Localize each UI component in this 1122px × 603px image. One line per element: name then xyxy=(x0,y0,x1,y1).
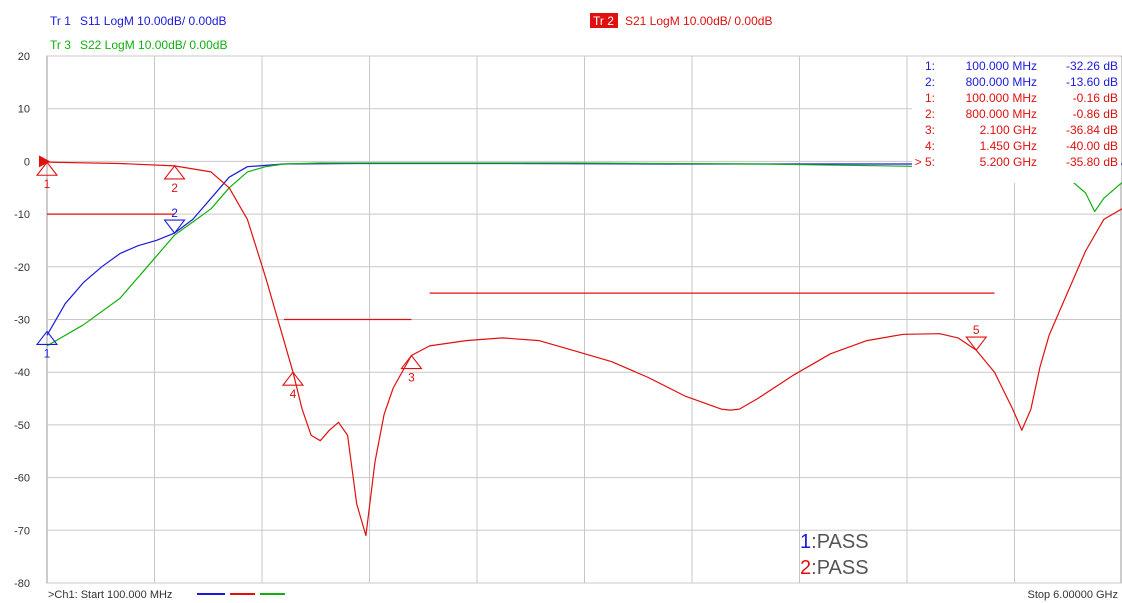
marker-label: 2 xyxy=(171,206,178,220)
footer-bar: >Ch1: Start 100.000 MHz Stop 6.00000 GHz xyxy=(48,589,1118,601)
marker-triangle[interactable] xyxy=(163,165,186,180)
y-tick-label: 10 xyxy=(18,104,30,116)
svg-text:2:PASS: 2:PASS xyxy=(800,557,869,579)
trace-2-text: S21 LogM 10.00dB/ 0.00dB xyxy=(625,14,772,28)
trace-3-label[interactable]: Tr 3 xyxy=(50,38,71,52)
trace-1-label[interactable]: Tr 1 xyxy=(50,14,71,28)
marker-triangle[interactable] xyxy=(163,219,186,234)
pass-1-num: 1 xyxy=(800,531,811,553)
marker-row-freq: 1.450 GHz xyxy=(980,139,1037,153)
marker-row-freq: 800.000 MHz xyxy=(966,107,1037,121)
trace-s11[interactable] xyxy=(46,162,1122,336)
y-tick-label: -60 xyxy=(14,473,30,485)
stop-frequency[interactable]: Stop 6.00000 GHz xyxy=(1027,589,1118,601)
trace-2-label[interactable]: Tr 2 xyxy=(593,14,614,28)
marker-readout-table: 1: 100.000 MHz -32.26 dB 2: 800.000 MHz -13.6… xyxy=(912,57,1121,183)
marker-row-id: > 5: xyxy=(915,155,935,169)
marker-row-freq: 100.000 MHz xyxy=(966,59,1037,73)
marker-row-value: -32.26 dB xyxy=(1066,59,1118,73)
trace-s21[interactable] xyxy=(46,161,1122,537)
reference-level-marker[interactable] xyxy=(39,155,50,168)
svg-text:1:PASS: 1:PASS xyxy=(800,531,869,553)
trace-markers: 1 2 3 4 5 1 2 xyxy=(35,155,988,401)
marker-row-id: 1: xyxy=(925,59,935,73)
y-tick-label: -20 xyxy=(14,262,30,274)
y-tick-label: -40 xyxy=(14,367,30,379)
pass-1-text: PASS xyxy=(817,531,869,553)
marker-table-bg xyxy=(912,57,1121,183)
y-tick-label: -10 xyxy=(14,209,30,221)
trace-header: Tr 1 S11 LogM 10.00dB/ 0.00dB Tr 3 S22 L… xyxy=(50,13,772,52)
marker-label: 1 xyxy=(44,346,51,360)
marker-row-freq: 2.100 GHz xyxy=(980,123,1037,137)
marker-row-id: 4: xyxy=(925,139,935,153)
marker-triangle[interactable] xyxy=(35,330,59,345)
marker-row-value: -13.60 dB xyxy=(1066,75,1118,89)
marker-label: 1 xyxy=(44,177,51,191)
marker-row-freq: 100.000 MHz xyxy=(966,91,1037,105)
marker-row-id: 2: xyxy=(925,107,935,121)
y-tick-label: -50 xyxy=(14,420,30,432)
marker-row-value: -40.00 dB xyxy=(1066,139,1118,153)
trace-3-text: S22 LogM 10.00dB/ 0.00dB xyxy=(80,38,227,52)
traces xyxy=(46,161,1122,537)
marker-row-freq: 5.200 GHz xyxy=(980,155,1037,169)
marker-triangle[interactable] xyxy=(965,336,988,351)
y-tick-label: -80 xyxy=(14,578,30,590)
marker-row-id: 3: xyxy=(925,123,935,137)
y-tick-label: -70 xyxy=(14,525,30,537)
marker-triangle[interactable] xyxy=(35,161,59,176)
marker-row-id: 1: xyxy=(925,91,935,105)
trace-1-text: S11 LogM 10.00dB/ 0.00dB xyxy=(80,14,227,28)
pass-1-sep: : xyxy=(811,531,817,553)
plot-grid xyxy=(46,55,1122,584)
marker-triangle[interactable] xyxy=(400,354,423,370)
pass-2-sep: : xyxy=(811,557,817,579)
start-frequency[interactable]: >Ch1: Start 100.000 MHz xyxy=(48,589,172,601)
marker-row-freq: 800.000 MHz xyxy=(966,75,1037,89)
marker-row-id: 2: xyxy=(925,75,935,89)
trace-s22[interactable] xyxy=(46,162,1122,347)
marker-row-value: -36.84 dB xyxy=(1066,123,1118,137)
y-tick-label: 0 xyxy=(24,156,30,168)
y-tick-label: 20 xyxy=(18,51,30,63)
pass-2-text: PASS xyxy=(817,557,869,579)
marker-row-value: -0.16 dB xyxy=(1073,91,1118,105)
marker-triangle[interactable] xyxy=(281,371,305,386)
trace-2-highlight xyxy=(590,13,618,28)
marker-row-value: -0.86 dB xyxy=(1073,107,1118,121)
limit-lines xyxy=(47,213,995,321)
marker-row-value: -35.80 dB xyxy=(1066,155,1118,169)
marker-label: 4 xyxy=(290,387,297,401)
marker-label: 3 xyxy=(408,371,415,385)
pass-fail-results: 1:PASS 2:PASS xyxy=(800,531,869,579)
y-tick-labels: 20 10 0 -10 -20 -30 -40 -50 -60 -70 -80 xyxy=(14,51,30,590)
pass-2-num: 2 xyxy=(800,557,811,579)
marker-label: 2 xyxy=(171,181,178,195)
y-tick-label: -30 xyxy=(14,315,30,327)
marker-label: 5 xyxy=(973,323,980,337)
